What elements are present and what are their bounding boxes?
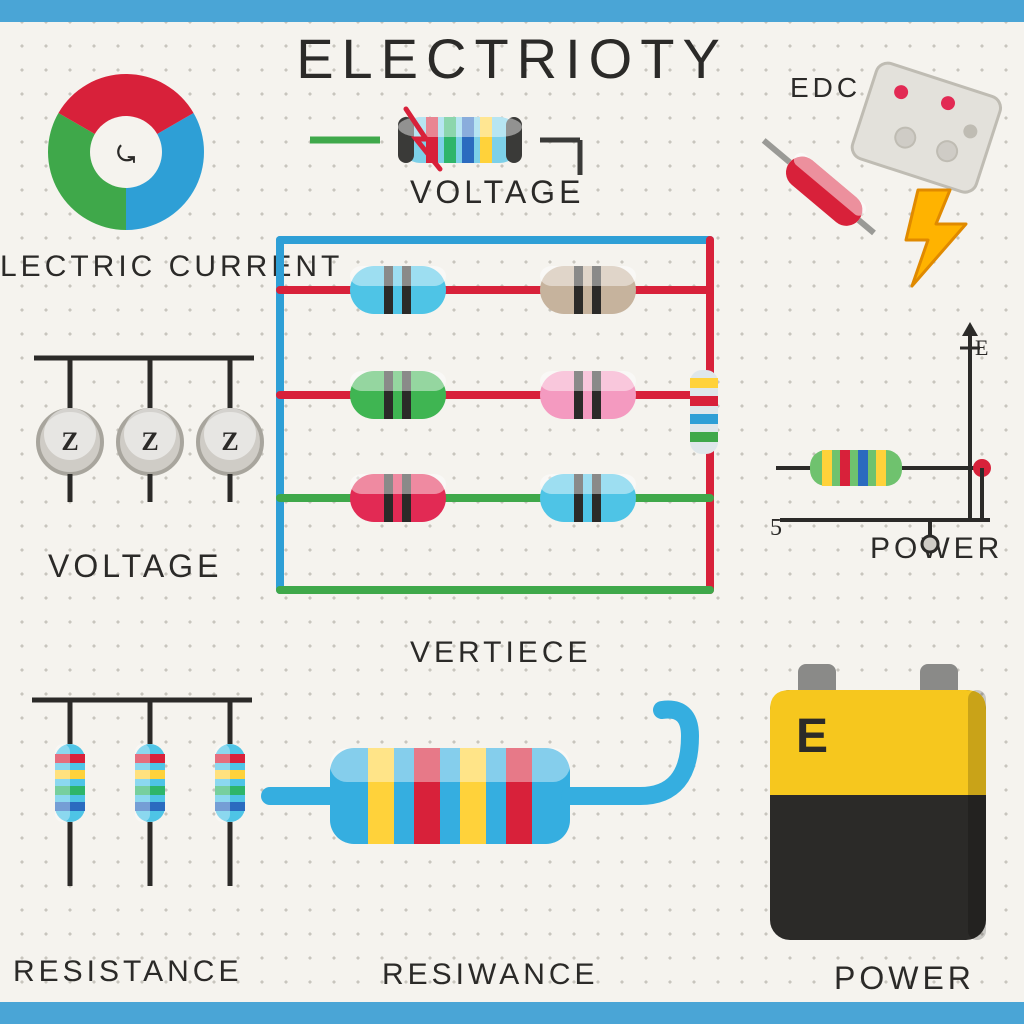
svg-text:E: E [796, 710, 828, 763]
poster-frame: ELECTRIOTY ⤿ LECTRIC CURRENT VOLTAGE EDC… [0, 0, 1024, 1024]
battery-icon: E [0, 0, 1024, 1000]
bottom-bar [0, 1002, 1024, 1024]
